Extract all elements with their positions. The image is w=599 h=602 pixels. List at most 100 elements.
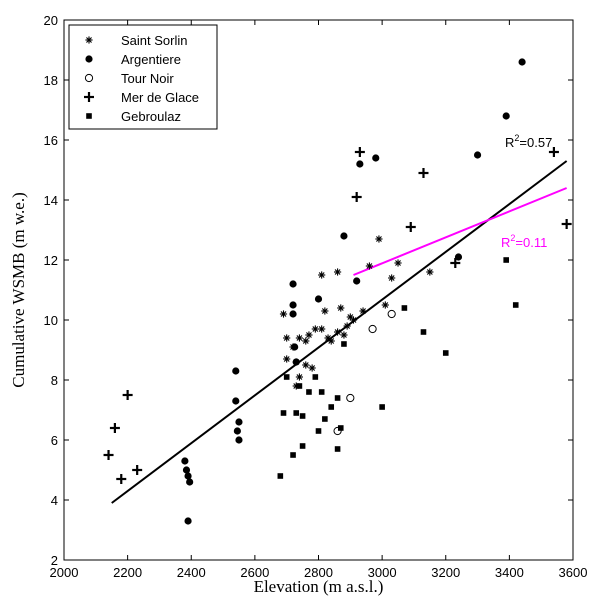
trend-line [353,187,568,276]
data-point [333,268,342,276]
y-tick-label: 16 [44,133,58,148]
y-tick-label: 2 [51,553,58,568]
data-point [328,404,335,410]
data-point [394,259,402,267]
x-tick-label: 3200 [431,565,460,580]
y-axis-title: Cumulative WSMB (m w.e.) [9,192,28,387]
x-tick-label: 3000 [368,565,397,580]
legend-label: Gebroulaz [121,109,181,124]
y-tick-label: 4 [51,493,58,508]
data-point [290,452,296,458]
data-point [518,58,526,66]
data-point [103,450,114,460]
legend-marker [85,36,93,44]
data-point [333,328,342,336]
legend-label: Saint Sorlin [121,33,187,48]
y-tick-label: 20 [44,13,58,28]
x-tick-label: 2200 [113,565,142,580]
legend-marker [85,55,93,63]
y-tick-label: 18 [44,73,58,88]
x-tick-label: 2400 [177,565,206,580]
legend: Saint Sorlin Argentiere Tour Noir Mer de Gl… [68,24,218,130]
data-point [283,334,291,342]
x-tick-label: 2800 [304,565,333,580]
data-point [280,410,287,416]
y-tick-label: 12 [44,253,58,268]
data-point [283,355,291,363]
data-point [295,334,304,342]
legend-label: Argentiere [121,52,181,67]
data-point [337,304,345,312]
data-point [340,232,348,240]
axis-ticks: 2000 2200 2400 2600 2800 3000 3200 3400 3600 2 4 6 8… [44,13,588,580]
data-point [442,350,449,356]
data-point [311,325,319,333]
data-point [302,337,310,345]
data-point [299,413,306,419]
data-point [512,302,519,308]
data-point [277,473,284,479]
data-point [289,310,297,318]
x-tick-label: 3400 [495,565,524,580]
data-point [232,367,240,375]
data-point [302,361,310,369]
data-point [109,423,120,433]
data-point [305,331,313,339]
data-point [291,343,299,351]
data-point [359,307,367,315]
data-point [181,457,189,465]
x-tick-label: 3600 [559,565,588,580]
data-point [473,151,482,159]
trend-annotations: R2=0.57 R2=0.11 [501,133,552,250]
data-point [368,324,377,334]
data-point [388,274,396,282]
data-point [334,395,341,401]
data-point [295,373,304,381]
data-point [233,427,241,435]
data-point [184,472,192,480]
data-point [420,329,427,335]
data-point [318,389,325,395]
data-point [356,160,364,168]
data-point [454,253,463,261]
data-point [318,271,326,279]
data-point [306,389,312,395]
data-point [387,309,396,319]
y-tick-label: 10 [44,313,58,328]
data-point [548,147,559,157]
data-point [289,280,297,288]
data-point [184,517,192,525]
legend-marker [84,73,94,83]
data-point [232,397,240,405]
data-point [418,168,429,178]
data-point [340,331,348,339]
data-point [379,404,385,410]
data-point [321,307,329,315]
data-point [299,443,306,449]
data-point [334,446,341,452]
data-point [182,466,191,474]
data-point [122,390,133,400]
data-point [235,436,243,444]
legend-box [68,24,218,130]
data-point [349,316,358,324]
data-point [343,322,351,330]
data-point [365,262,373,270]
x-axis-title: Elevation (m a.s.l.) [254,577,384,596]
data-point [502,112,510,120]
data-point [318,325,326,333]
data-point [279,310,288,318]
data-point [381,301,389,309]
trend-r2-label: R2=0.11 [501,233,547,250]
data-point [283,374,290,380]
legend-marker [86,113,92,119]
data-point [337,425,344,431]
data-point [314,295,323,303]
data-point [426,268,434,276]
data-point [312,374,319,380]
data-point [351,192,362,202]
data-point [327,337,335,345]
data-point [346,393,355,403]
y-tick-label: 14 [44,193,58,208]
